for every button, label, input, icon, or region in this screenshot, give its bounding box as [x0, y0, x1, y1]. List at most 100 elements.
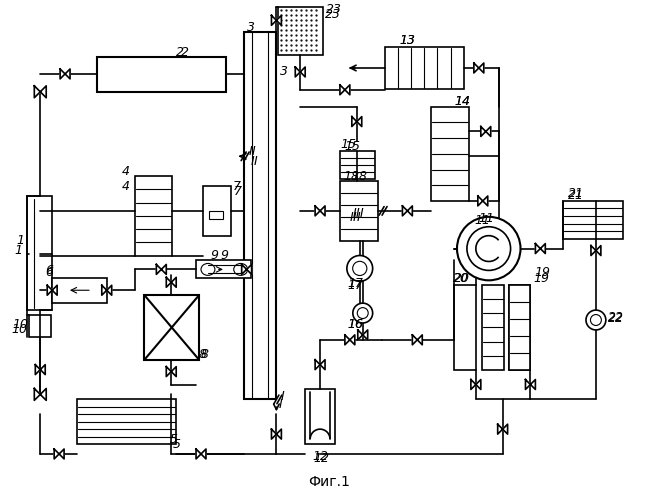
Bar: [454, 286, 476, 370]
Polygon shape: [196, 449, 206, 459]
Bar: [509, 286, 530, 370]
Text: 18: 18: [352, 170, 368, 182]
Polygon shape: [474, 63, 484, 73]
Polygon shape: [34, 86, 46, 98]
Text: 20: 20: [454, 272, 470, 285]
Text: 15: 15: [345, 140, 361, 153]
Text: 20: 20: [453, 272, 469, 285]
Text: $\mathit{I}$: $\mathit{I}$: [280, 390, 286, 403]
Bar: [509, 286, 530, 370]
Circle shape: [457, 217, 521, 280]
Text: 19: 19: [534, 266, 550, 279]
Bar: [77, 400, 176, 444]
Bar: [563, 201, 623, 238]
Polygon shape: [340, 85, 350, 95]
Text: 23: 23: [326, 3, 342, 16]
Polygon shape: [272, 16, 281, 26]
Text: 12: 12: [312, 450, 328, 464]
Polygon shape: [358, 330, 368, 340]
Polygon shape: [535, 244, 545, 254]
Text: 13: 13: [399, 34, 415, 46]
Text: 21: 21: [568, 190, 584, 202]
Bar: [431, 106, 469, 201]
Polygon shape: [525, 380, 535, 390]
Bar: [482, 286, 503, 370]
Text: 5: 5: [173, 438, 181, 450]
Text: 1: 1: [14, 244, 22, 257]
Text: 15: 15: [340, 138, 356, 151]
Text: 9: 9: [211, 249, 219, 262]
Text: 4: 4: [122, 180, 130, 192]
Text: 3: 3: [246, 21, 254, 34]
Polygon shape: [60, 69, 70, 79]
Text: $\mathit{III}$: $\mathit{III}$: [352, 208, 364, 220]
Text: 22: 22: [608, 310, 624, 324]
Text: 22: 22: [608, 312, 624, 324]
Bar: [203, 186, 231, 236]
Polygon shape: [272, 429, 281, 439]
Text: Фиг.1: Фиг.1: [308, 474, 350, 488]
Text: 19: 19: [533, 272, 550, 285]
Text: 5: 5: [169, 432, 177, 446]
Text: 14: 14: [454, 95, 470, 108]
Text: $\mathit{II}$: $\mathit{II}$: [248, 145, 257, 158]
Bar: [97, 57, 226, 92]
Bar: [340, 152, 375, 179]
Text: 1: 1: [16, 234, 24, 247]
Text: 16: 16: [348, 318, 364, 332]
Circle shape: [586, 310, 606, 330]
Text: 11: 11: [479, 212, 495, 226]
Polygon shape: [413, 335, 422, 345]
Bar: [52, 278, 107, 303]
Text: 10: 10: [11, 324, 28, 336]
Bar: [28, 196, 52, 310]
Bar: [340, 181, 378, 240]
Text: 2: 2: [176, 46, 185, 59]
Polygon shape: [315, 206, 325, 216]
Polygon shape: [166, 366, 176, 376]
Polygon shape: [481, 126, 491, 136]
Text: 4: 4: [122, 164, 130, 177]
Polygon shape: [36, 364, 45, 374]
Polygon shape: [403, 206, 413, 216]
Text: 12: 12: [313, 452, 329, 466]
Text: 23: 23: [325, 8, 341, 21]
Polygon shape: [47, 286, 57, 295]
Polygon shape: [34, 388, 46, 400]
Polygon shape: [295, 67, 305, 77]
Bar: [144, 295, 199, 360]
Bar: [244, 32, 276, 400]
Polygon shape: [101, 286, 112, 295]
Text: 7: 7: [234, 184, 242, 198]
Text: $\mathit{I}$: $\mathit{I}$: [278, 398, 284, 411]
Text: 10: 10: [13, 318, 28, 332]
Polygon shape: [471, 380, 481, 390]
Bar: [30, 315, 51, 337]
Text: 7: 7: [233, 180, 241, 192]
Text: 17: 17: [348, 279, 364, 292]
Polygon shape: [242, 264, 252, 274]
Text: 14: 14: [454, 95, 470, 108]
Polygon shape: [478, 196, 488, 206]
Polygon shape: [315, 360, 325, 370]
Circle shape: [347, 256, 372, 281]
Bar: [385, 47, 464, 89]
Text: 21: 21: [568, 188, 584, 200]
Text: 16: 16: [348, 318, 364, 332]
Text: 11: 11: [475, 214, 491, 228]
Text: 8: 8: [199, 348, 207, 361]
Text: 6: 6: [45, 264, 53, 277]
Text: 18: 18: [344, 170, 360, 182]
Bar: [278, 8, 323, 55]
Text: $\mathit{III}$: $\mathit{III}$: [349, 212, 362, 224]
Text: 13: 13: [399, 34, 415, 46]
Polygon shape: [156, 264, 166, 274]
Text: 8: 8: [201, 348, 209, 361]
Polygon shape: [498, 424, 507, 434]
Polygon shape: [166, 278, 176, 287]
Circle shape: [353, 303, 372, 323]
Text: 2: 2: [181, 46, 189, 59]
Bar: [305, 390, 335, 444]
Polygon shape: [591, 246, 601, 256]
Text: $\mathit{II}$: $\mathit{II}$: [250, 155, 259, 168]
